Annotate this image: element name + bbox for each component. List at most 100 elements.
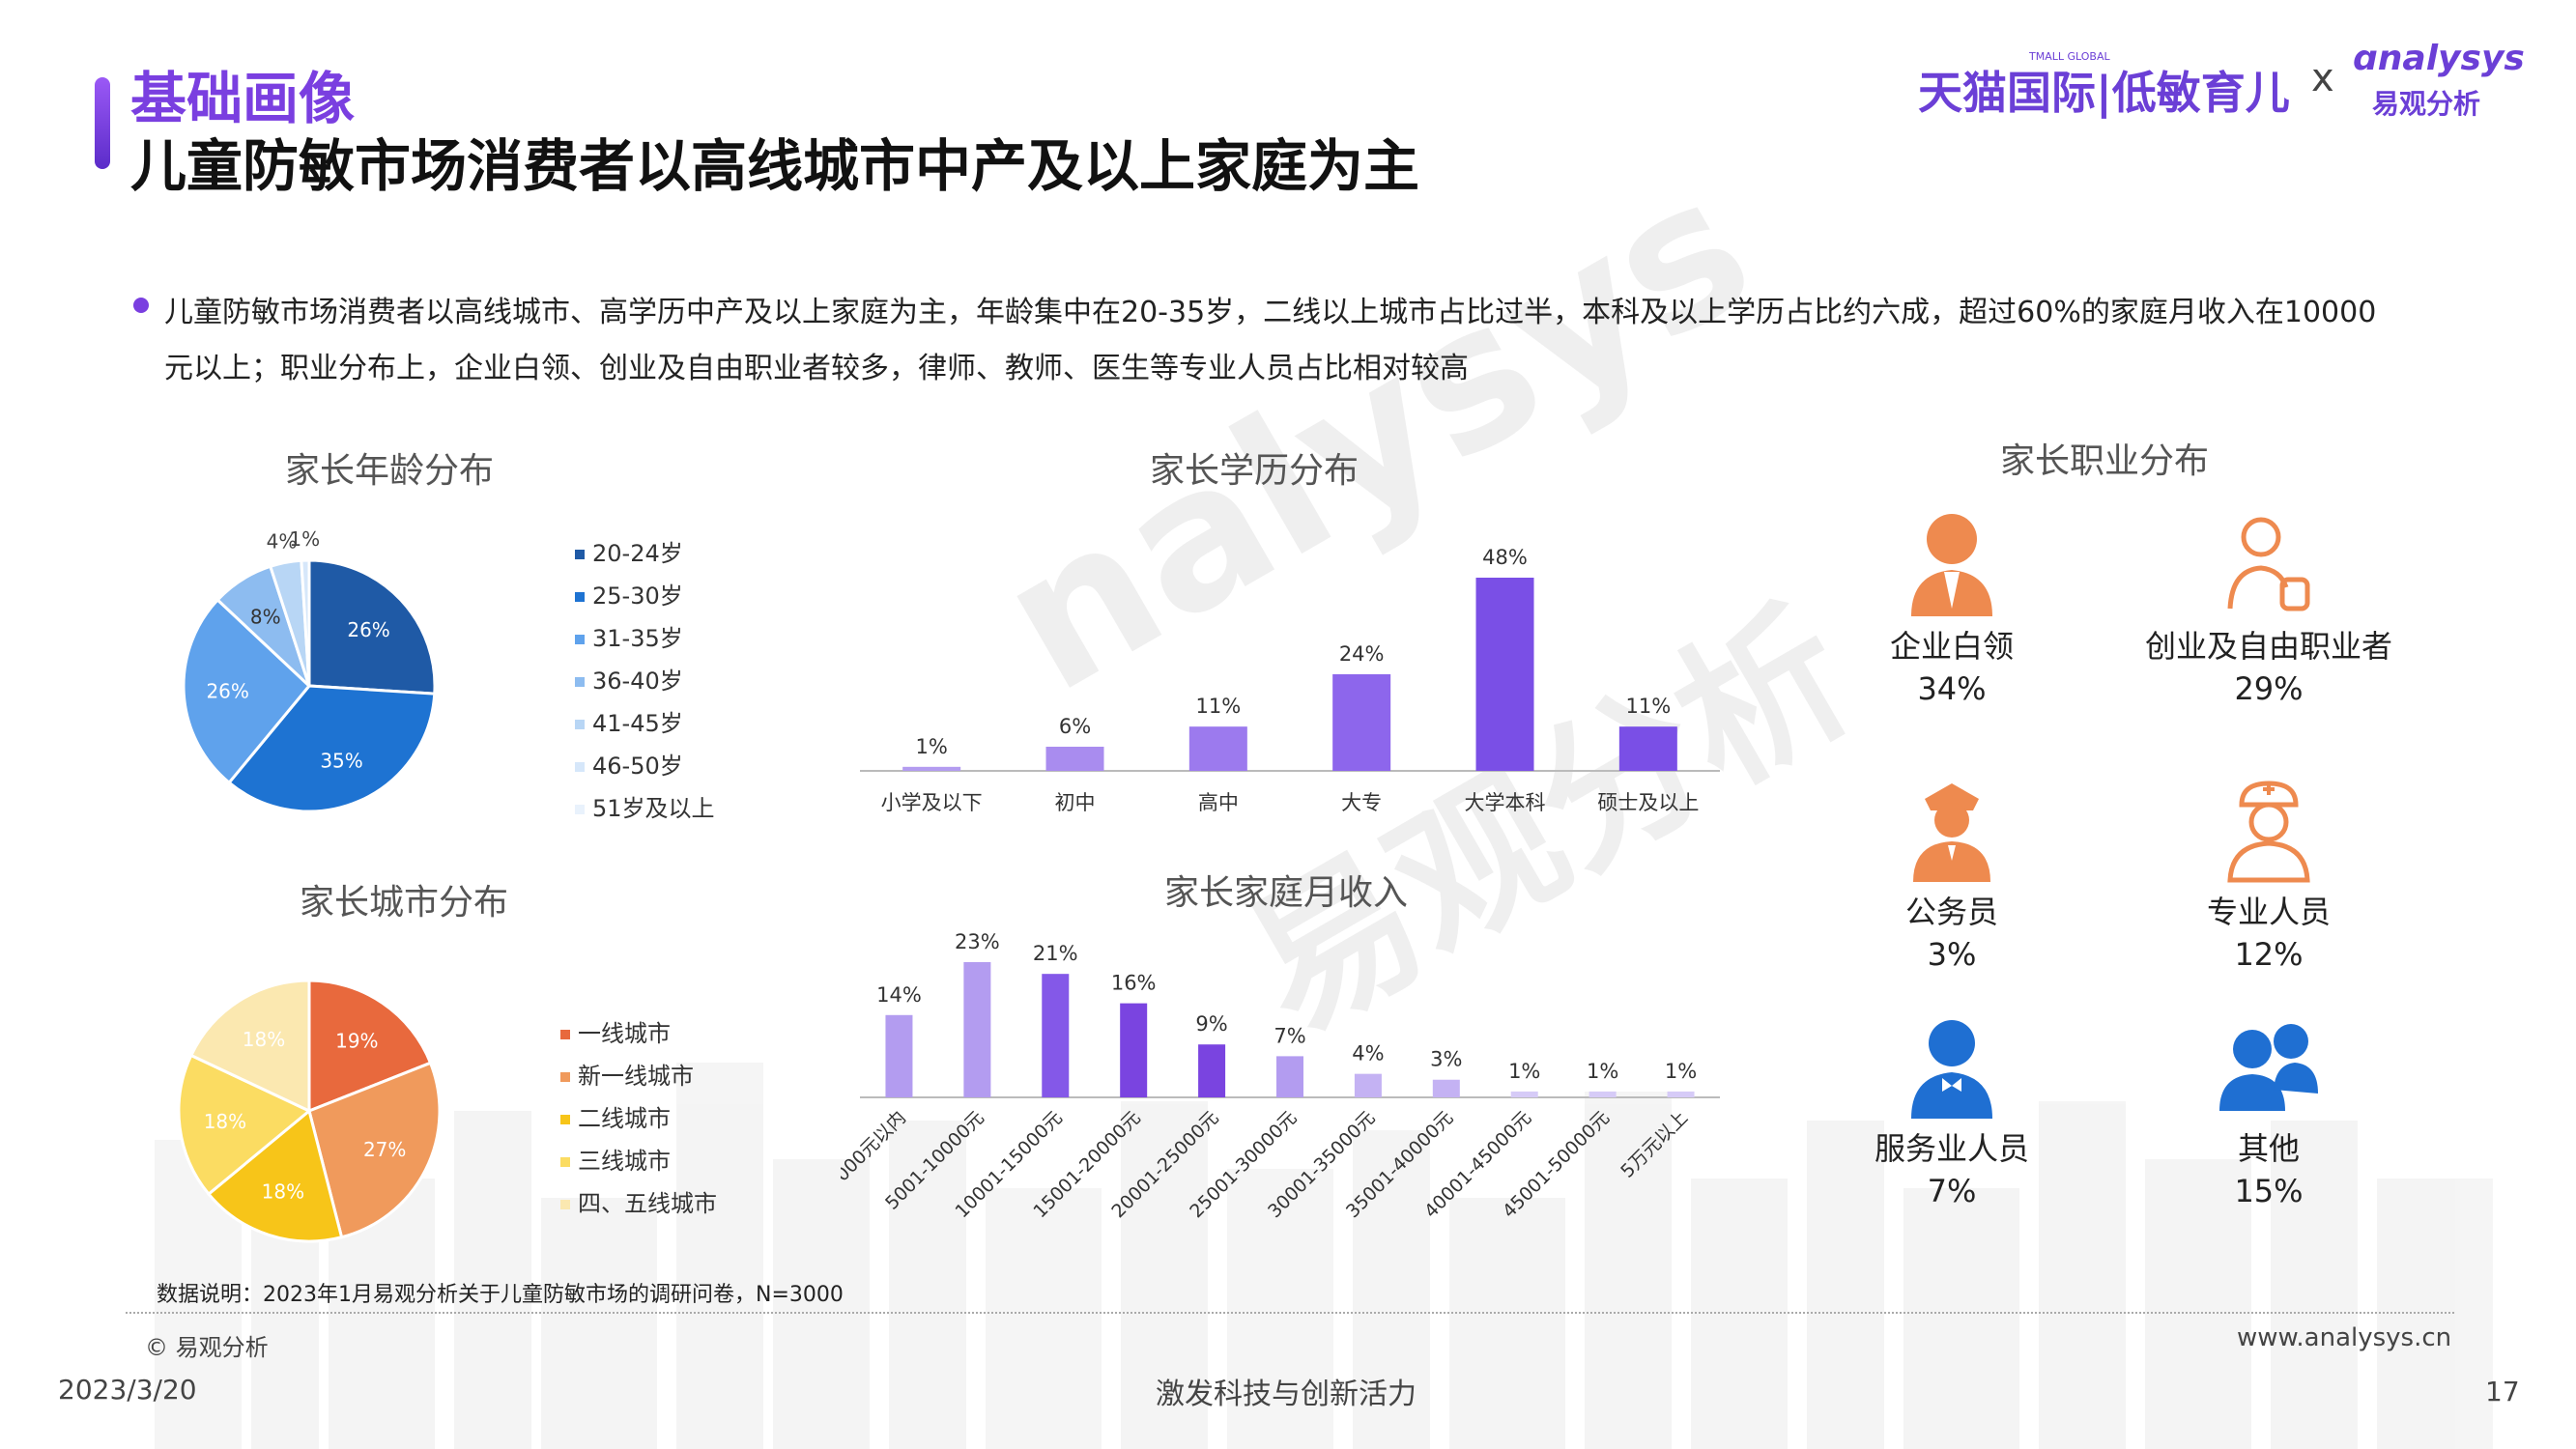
age-legend-swatch-1: [575, 550, 585, 559]
city-slice-4: [177, 1053, 312, 1197]
city-slice-label-1: 19%: [335, 1029, 378, 1052]
occupation-card-3: 公务员 3%: [1807, 778, 2097, 973]
age-legend-swatch-7: [575, 805, 585, 814]
edu-bar-5: [1475, 578, 1534, 771]
city-slice-2: [307, 1061, 442, 1239]
tmall-global-small-label: TMALL GLOBAL: [2029, 50, 2110, 63]
age-legend-label-7: 51岁及以上: [592, 795, 715, 822]
title-accent-bar: [95, 77, 110, 169]
occupation-card-2: 创业及自由职业者 29%: [2124, 512, 2414, 707]
age-slice-2: [227, 684, 437, 813]
income-tick-label-11: 5万元以上: [1617, 1107, 1692, 1182]
times-sign: x: [2311, 56, 2334, 100]
office-worker-icon: [1807, 512, 2097, 622]
city-legend-item-2: 新一线城市: [560, 1057, 694, 1091]
edu-bar-2: [1045, 747, 1104, 771]
freelancer-icon: [2124, 512, 2414, 622]
age-slice-label-3: 26%: [206, 679, 248, 702]
city-legend-label-1: 一线城市: [578, 1020, 671, 1047]
city-legend-label-2: 新一线城市: [578, 1063, 694, 1090]
age-legend-label-6: 46-50岁: [592, 753, 683, 780]
city-legend-item-4: 三线城市: [560, 1142, 671, 1176]
copyright: © 易观分析: [145, 1334, 269, 1361]
city-chart-title: 家长城市分布: [300, 883, 509, 923]
slogan: 激发科技与创新活力: [1156, 1378, 1417, 1411]
income-value-label-5: 9%: [1195, 1012, 1227, 1036]
age-slice-3: [182, 597, 312, 785]
age-legend-label-3: 31-35岁: [592, 625, 683, 652]
edu-value-label-3: 11%: [1195, 695, 1241, 718]
page-title: 儿童防敏市场消费者以高线城市中产及以上家庭为主: [130, 133, 1420, 199]
income-value-label-10: 1%: [1587, 1060, 1618, 1083]
age-legend-swatch-2: [575, 592, 585, 602]
occupation-label: 公务员: [1904, 894, 1998, 930]
occupation-label: 服务业人员: [1874, 1130, 2029, 1167]
city-slice-label-4: 18%: [204, 1110, 246, 1133]
summary-text: 儿童防敏市场消费者以高线城市、高学历中产及以上家庭为主，年龄集中在20-35岁，…: [164, 296, 2377, 385]
brand-logo-cn: 易观分析: [2372, 88, 2481, 120]
income-value-label-11: 1%: [1665, 1060, 1697, 1083]
city-legend-swatch-1: [560, 1030, 570, 1039]
edu-tick-label-4: 大专: [1341, 791, 1382, 814]
age-slice-6: [300, 558, 311, 687]
income-value-label-8: 3%: [1430, 1048, 1462, 1071]
edu-bar-6: [1618, 726, 1677, 771]
age-legend-label-4: 36-40岁: [592, 668, 683, 695]
income-bar-3: [1042, 974, 1070, 1097]
age-legend-label-2: 25-30岁: [592, 582, 683, 610]
education-chart-title: 家长学历分布: [1150, 451, 1360, 491]
city-legend-swatch-4: [560, 1157, 570, 1167]
group-icon: [2124, 1014, 2414, 1124]
edu-value-label-5: 48%: [1482, 546, 1528, 569]
age-chart-title: 家长年龄分布: [285, 451, 495, 491]
edu-value-label-1: 1%: [916, 735, 948, 758]
occupation-percent: 7%: [1927, 1173, 1977, 1209]
edu-tick-label-6: 硕士及以上: [1597, 791, 1699, 814]
occupation-percent: 29%: [2234, 670, 2304, 707]
income-bar-5: [1198, 1044, 1226, 1097]
city-legend-label-4: 三线城市: [578, 1148, 671, 1175]
website: www.analysys.cn: [2237, 1323, 2452, 1352]
brand-logo-text: nalysys: [2377, 39, 2525, 78]
doctor-icon: [2124, 778, 2414, 888]
edu-bar-4: [1332, 674, 1391, 771]
city-pie-chart: 19% 27% 18% 18% 18%: [177, 979, 442, 1243]
income-bar-1: [885, 1014, 913, 1097]
edu-tick-label-2: 初中: [1055, 791, 1096, 814]
income-value-label-7: 4%: [1352, 1042, 1384, 1065]
age-legend-item-7: 51岁及以上: [575, 789, 715, 823]
income-value-label-2: 23%: [955, 930, 1000, 953]
age-legend-swatch-6: [575, 762, 585, 772]
section-title: 基础画像: [130, 66, 356, 131]
age-slice-1: [307, 558, 437, 696]
city-slice-label-3: 18%: [262, 1179, 304, 1203]
civil-servant-icon: [1807, 778, 2097, 888]
age-legend-swatch-5: [575, 720, 585, 729]
occupation-card-6: 其他 15%: [2124, 1014, 2414, 1209]
edu-tick-label-5: 大学本科: [1465, 791, 1546, 814]
edu-tick-label-1: 小学及以下: [881, 791, 983, 814]
edu-value-label-2: 6%: [1059, 715, 1091, 738]
occupation-percent: 12%: [2234, 936, 2304, 973]
edu-tick-label-3: 高中: [1198, 791, 1239, 814]
city-slice-label-5: 18%: [243, 1028, 285, 1051]
occupation-card-5: 服务业人员 7%: [1807, 1014, 2097, 1209]
age-legend-item-3: 31-35岁: [575, 619, 683, 653]
brand-logo: ɑnalysys: [2353, 39, 2525, 78]
occupation-chart-title: 家长职业分布: [2000, 441, 2210, 481]
city-slice-3: [206, 1108, 344, 1243]
age-slice-label-1: 26%: [347, 618, 389, 641]
occupation-label: 企业白领: [1889, 628, 2014, 665]
age-legend-item-6: 46-50岁: [575, 747, 683, 781]
occupation-percent: 3%: [1927, 936, 1977, 973]
city-legend-swatch-2: [560, 1072, 570, 1082]
city-legend-label-5: 四、五线城市: [578, 1190, 717, 1217]
income-bar-6: [1276, 1056, 1303, 1097]
income-bar-2: [963, 962, 991, 1097]
age-slice-label-4: 8%: [250, 606, 281, 629]
education-bar-chart: 1% 小学及以下 6% 初中 11% 高中 24% 大专 48% 大学本科 11% 硕士及以上: [860, 546, 1720, 814]
age-pie-chart: 26% 35% 26% 8% 4%1%: [182, 527, 437, 813]
occupation-label: 创业及自由职业者: [2144, 628, 2392, 665]
edu-value-label-4: 24%: [1339, 642, 1385, 666]
city-legend-label-3: 二线城市: [578, 1105, 671, 1132]
